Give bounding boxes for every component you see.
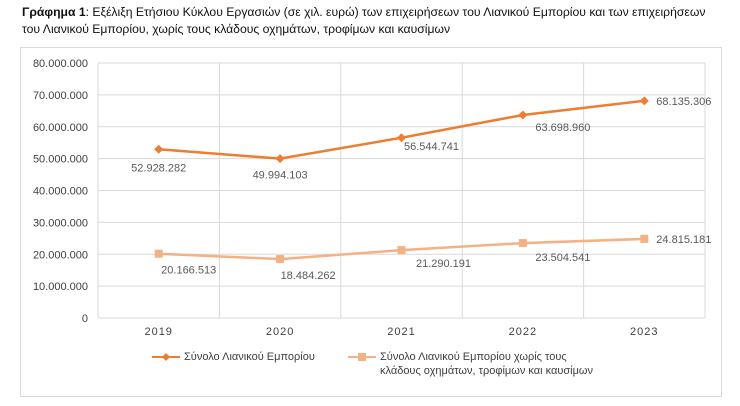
data-label: 49.994.103 xyxy=(253,170,308,182)
y-tick-label: 70.000.000 xyxy=(33,90,88,102)
y-tick-label: 60.000.000 xyxy=(33,122,88,134)
y-tick-label: 20.000.000 xyxy=(33,249,88,261)
data-label: 63.698.960 xyxy=(535,122,590,134)
data-point-square xyxy=(640,234,649,243)
legend: Σύνολο Λιανικού Εμπορίου Σύνολο Λιανικού… xyxy=(152,350,732,390)
x-tick-label: 2021 xyxy=(387,326,415,338)
caption-prefix: Γράφημα 1 xyxy=(22,5,86,19)
x-tick-label: 2022 xyxy=(509,326,537,338)
data-point-square xyxy=(518,239,527,248)
y-tick-label: 10.000.000 xyxy=(33,281,88,293)
data-label: 23.504.541 xyxy=(535,252,590,264)
caption-text: : Εξέλιξη Ετήσιου Κύκλου Εργασιών (σε χι… xyxy=(22,5,706,36)
data-label: 18.484.262 xyxy=(281,270,336,282)
data-point-square xyxy=(276,255,285,264)
y-tick-label: 30.000.000 xyxy=(33,217,88,229)
data-label: 68.135.306 xyxy=(656,96,711,108)
legend-label-excl-line2: κλάδους οχημάτων, τροφίμων και καυσίμων xyxy=(380,365,594,377)
data-label: 24.815.181 xyxy=(656,234,711,246)
data-point-square xyxy=(397,246,406,255)
legend-marker-total xyxy=(152,353,180,361)
data-point-diamond xyxy=(275,154,285,164)
legend-label-total: Σύνολο Λιανικού Εμπορίου xyxy=(184,351,315,363)
y-tick-label: 80.000.000 xyxy=(33,58,88,70)
x-tick-label: 2020 xyxy=(266,326,294,338)
legend-label-excl-line1: Σύνολο Λιανικού Εμπορίου χωρίς τους xyxy=(380,351,567,363)
data-point-diamond xyxy=(639,96,649,106)
y-tick-label: 40.000.000 xyxy=(33,186,88,198)
data-point-square xyxy=(154,249,163,258)
data-label: 20.166.513 xyxy=(161,265,216,277)
data-point-diamond xyxy=(397,133,406,143)
chart-caption: Γράφημα 1: Εξέλιξη Ετήσιου Κύκλου Εργασι… xyxy=(22,4,722,38)
y-tick-label: 50.000.000 xyxy=(33,154,88,166)
x-tick-label: 2019 xyxy=(144,326,172,338)
data-label: 52.928.282 xyxy=(131,162,186,174)
y-tick-label: 0 xyxy=(82,313,88,325)
data-point-diamond xyxy=(154,144,164,154)
data-label: 21.290.191 xyxy=(416,258,471,270)
x-tick-label: 2023 xyxy=(630,326,658,338)
data-label: 56.544.741 xyxy=(404,141,459,153)
data-point-diamond xyxy=(518,110,528,120)
legend-marker-excl xyxy=(348,353,376,361)
